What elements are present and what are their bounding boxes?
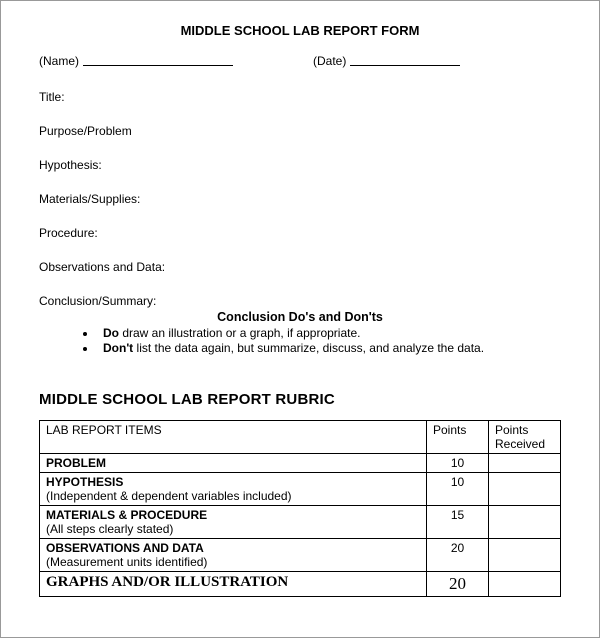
table-row: PROBLEM 10 bbox=[40, 454, 561, 473]
col-received-header: Points Received bbox=[489, 421, 561, 454]
lab-report-form: MIDDLE SCHOOL LAB REPORT FORM (Name) (Da… bbox=[0, 0, 600, 638]
field-observations: Observations and Data: bbox=[39, 260, 561, 274]
field-procedure: Procedure: bbox=[39, 226, 561, 240]
received-cell[interactable] bbox=[489, 454, 561, 473]
rubric-title: MIDDLE SCHOOL LAB REPORT RUBRIC bbox=[39, 391, 561, 408]
bullet-lead: Do bbox=[103, 326, 119, 340]
table-row: HYPOTHESIS(Independent & dependent varia… bbox=[40, 473, 561, 506]
bullet-item: Do draw an illustration or a graph, if a… bbox=[97, 326, 561, 340]
bullet-rest: list the data again, but summarize, disc… bbox=[133, 341, 484, 355]
bullet-rest: draw an illustration or a graph, if appr… bbox=[119, 326, 360, 340]
item-cell: GRAPHS AND/OR ILLUSTRATION bbox=[40, 572, 427, 597]
field-purpose: Purpose/Problem bbox=[39, 124, 561, 138]
conclusion-bullets: Do draw an illustration or a graph, if a… bbox=[39, 326, 561, 355]
item-cell: PROBLEM bbox=[40, 454, 427, 473]
name-label: (Name) bbox=[39, 54, 79, 68]
item-label: HYPOTHESIS bbox=[46, 475, 420, 489]
item-sub: (Independent & dependent variables inclu… bbox=[46, 489, 292, 503]
date-blank[interactable] bbox=[350, 54, 460, 66]
points-cell: 20 bbox=[427, 539, 489, 572]
rubric-header-row: LAB REPORT ITEMS Points Points Received bbox=[40, 421, 561, 454]
field-hypothesis: Hypothesis: bbox=[39, 158, 561, 172]
received-cell[interactable] bbox=[489, 506, 561, 539]
received-cell[interactable] bbox=[489, 473, 561, 506]
table-row: MATERIALS & PROCEDURE(All steps clearly … bbox=[40, 506, 561, 539]
conclusion-heading: Conclusion Do's and Don'ts bbox=[39, 310, 561, 324]
item-sub: (All steps clearly stated) bbox=[46, 522, 173, 536]
item-label: PROBLEM bbox=[46, 456, 420, 470]
date-label: (Date) bbox=[313, 54, 346, 68]
item-cell: MATERIALS & PROCEDURE(All steps clearly … bbox=[40, 506, 427, 539]
item-sub: (Measurement units identified) bbox=[46, 555, 207, 569]
points-cell: 10 bbox=[427, 454, 489, 473]
received-cell[interactable] bbox=[489, 539, 561, 572]
points-cell: 20 bbox=[427, 572, 489, 597]
points-cell: 15 bbox=[427, 506, 489, 539]
field-materials: Materials/Supplies: bbox=[39, 192, 561, 206]
col-items-header: LAB REPORT ITEMS bbox=[40, 421, 427, 454]
item-label: OBSERVATIONS AND DATA bbox=[46, 541, 420, 555]
table-row: GRAPHS AND/OR ILLUSTRATION 20 bbox=[40, 572, 561, 597]
field-title: Title: bbox=[39, 90, 561, 104]
col-points-header: Points bbox=[427, 421, 489, 454]
received-cell[interactable] bbox=[489, 572, 561, 597]
bullet-lead: Don't bbox=[103, 341, 133, 355]
name-date-row: (Name) (Date) bbox=[39, 54, 561, 68]
form-title: MIDDLE SCHOOL LAB REPORT FORM bbox=[39, 23, 561, 38]
item-label: MATERIALS & PROCEDURE bbox=[46, 508, 420, 522]
spacer bbox=[233, 54, 313, 68]
rubric-table: LAB REPORT ITEMS Points Points Received … bbox=[39, 420, 561, 597]
field-conclusion: Conclusion/Summary: bbox=[39, 294, 561, 308]
bullet-item: Don't list the data again, but summarize… bbox=[97, 341, 561, 355]
item-cell: OBSERVATIONS AND DATA(Measurement units … bbox=[40, 539, 427, 572]
table-row: OBSERVATIONS AND DATA(Measurement units … bbox=[40, 539, 561, 572]
item-cell: HYPOTHESIS(Independent & dependent varia… bbox=[40, 473, 427, 506]
name-blank[interactable] bbox=[83, 54, 233, 66]
points-cell: 10 bbox=[427, 473, 489, 506]
item-label: GRAPHS AND/OR ILLUSTRATION bbox=[46, 574, 420, 591]
